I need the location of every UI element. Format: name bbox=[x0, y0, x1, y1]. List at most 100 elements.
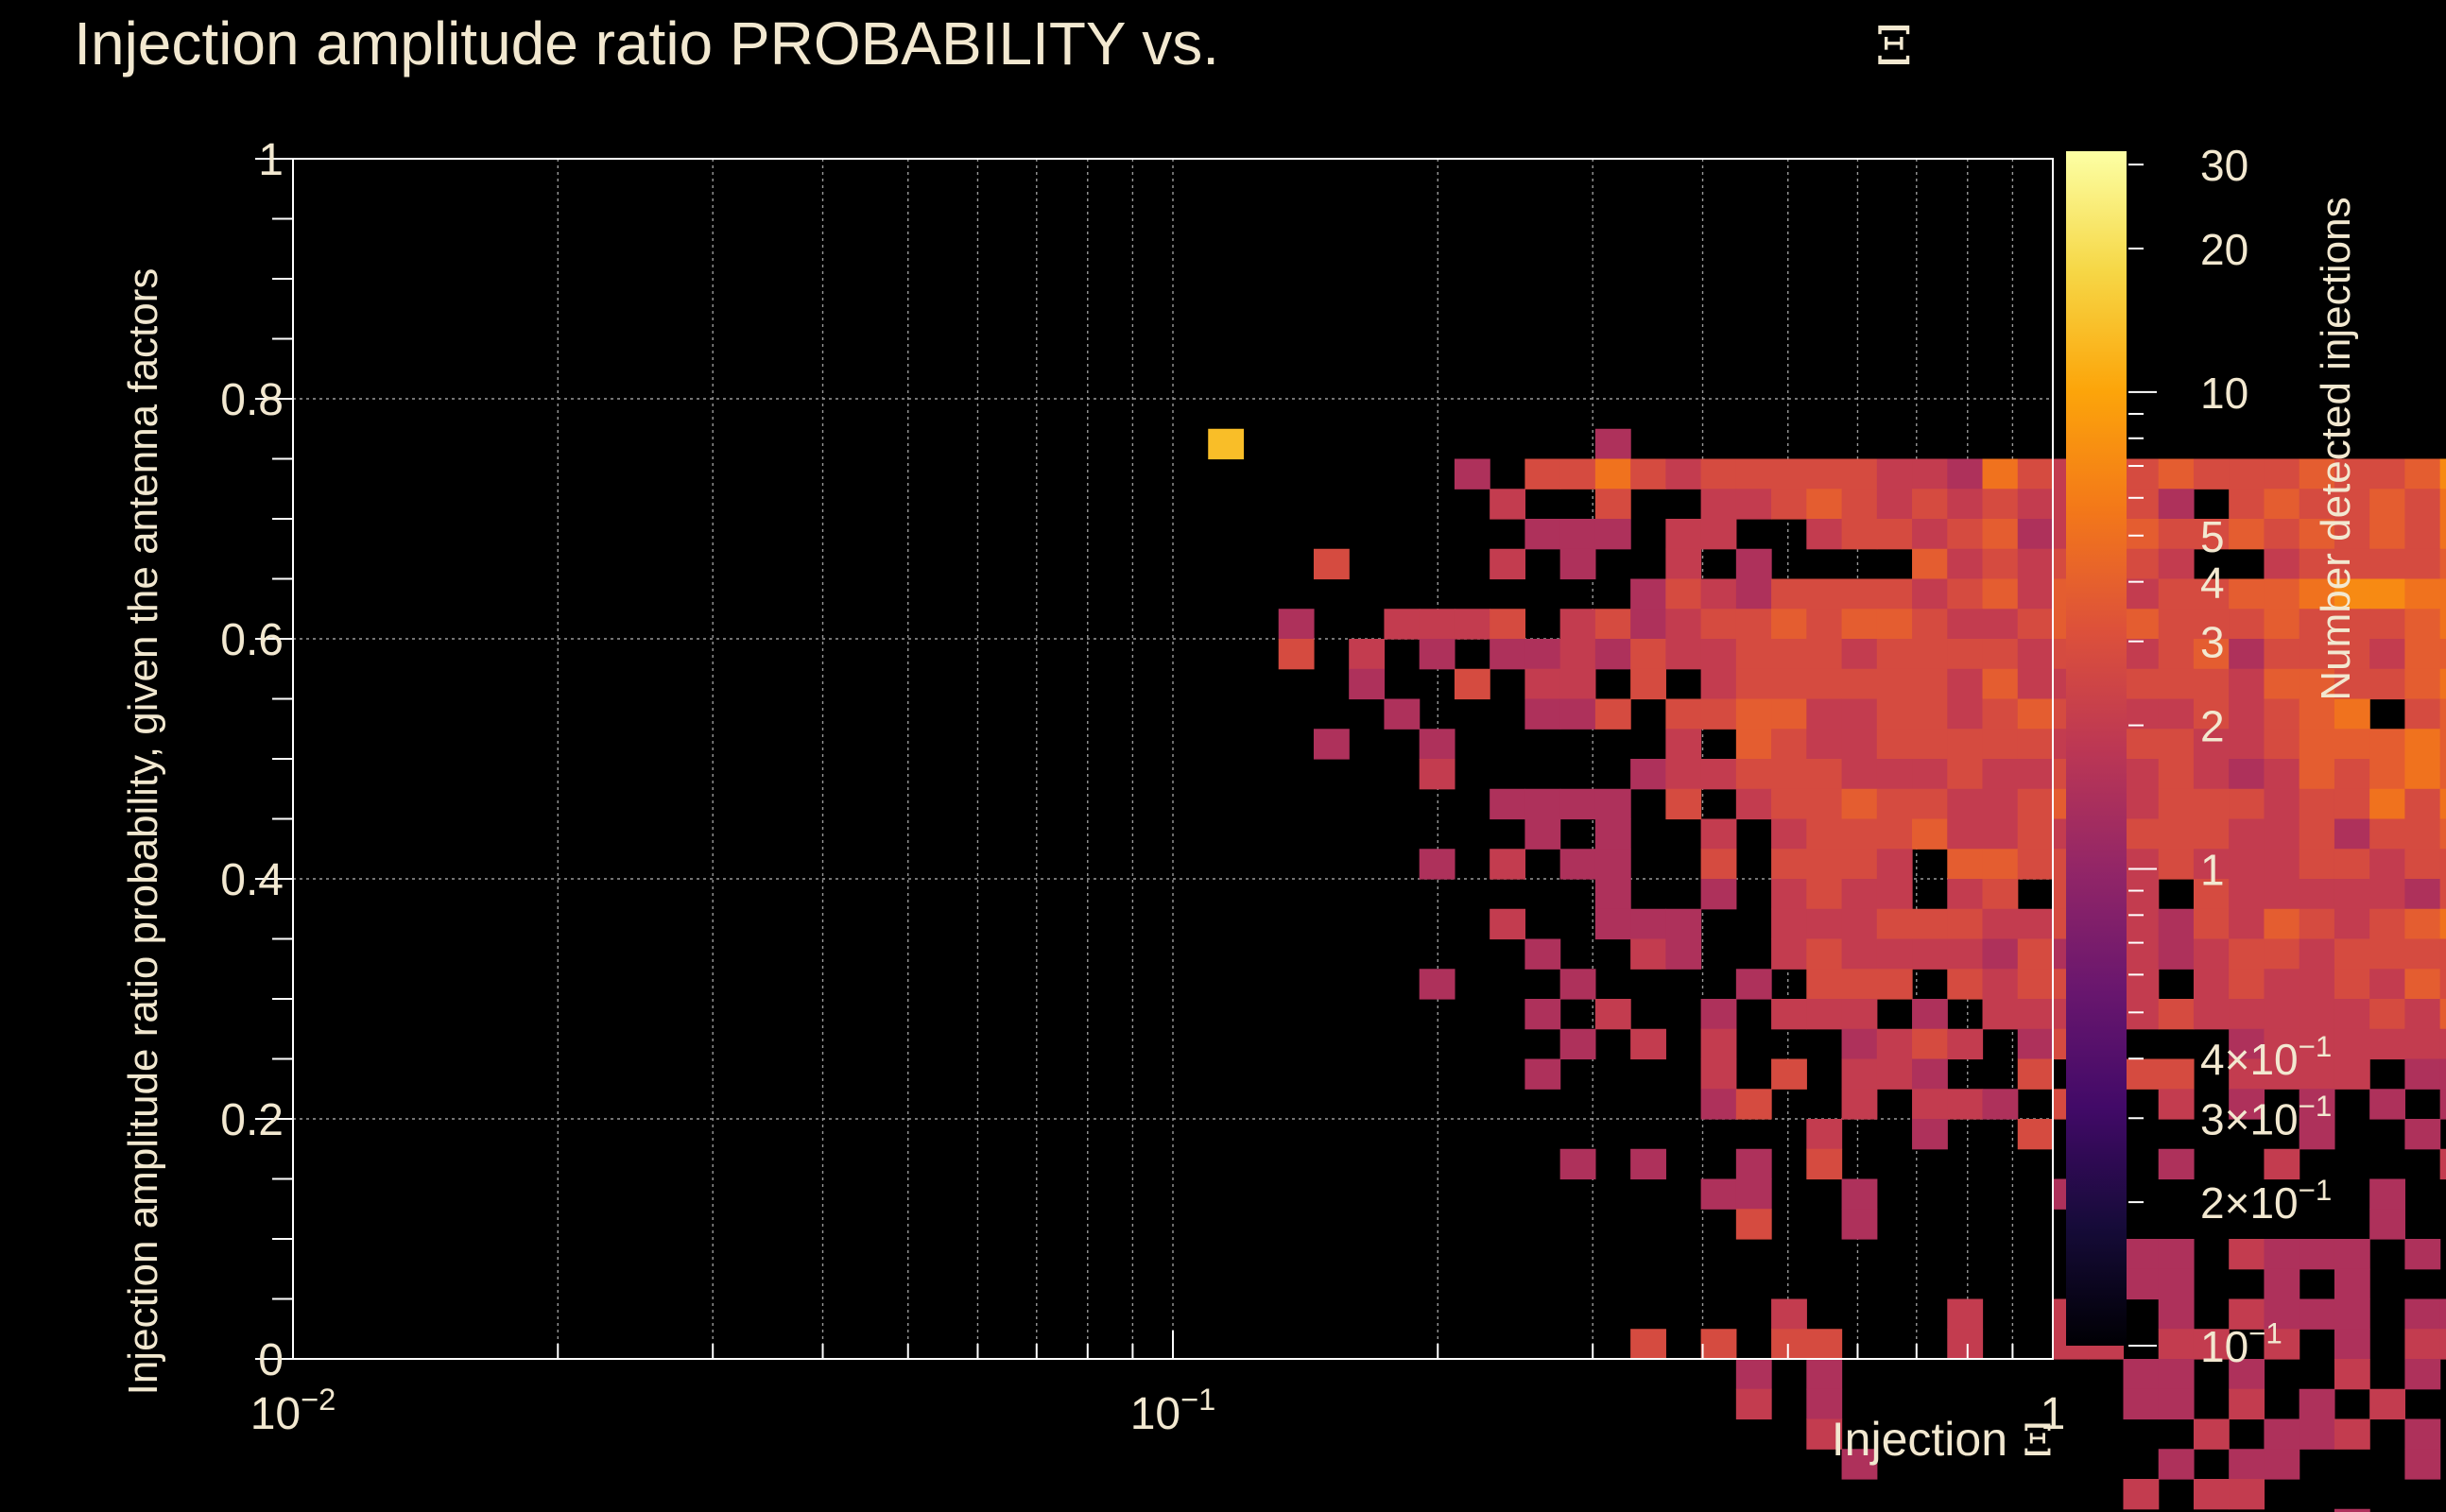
heatmap-cell bbox=[1630, 938, 1666, 970]
heatmap-cell bbox=[1806, 668, 1843, 700]
heatmap-cell bbox=[2439, 1028, 2446, 1060]
colorbar-tick-labels: 30 20 10 54 3 2 1 4×10−1 3×10−1 2×10−1 10−1 bbox=[2200, 141, 2332, 1371]
heatmap-cell bbox=[2404, 849, 2441, 880]
heatmap-cell bbox=[2193, 639, 2230, 670]
heatmap-cell bbox=[2404, 489, 2441, 520]
heatmap-cell bbox=[2158, 458, 2195, 490]
heatmap-cell bbox=[1524, 698, 1561, 730]
heatmap-cell bbox=[2017, 938, 2054, 970]
heatmap-cell bbox=[1912, 519, 1948, 550]
heatmap-cell bbox=[2158, 519, 2195, 550]
heatmap-cell bbox=[2369, 759, 2405, 790]
y-tick-label: 0 bbox=[258, 1335, 284, 1385]
heatmap-cell bbox=[2193, 879, 2230, 910]
heatmap-cell bbox=[1947, 698, 1984, 730]
colorbar-tick-label: 20 bbox=[2200, 225, 2248, 274]
heatmap-cell bbox=[2369, 788, 2405, 820]
heatmap-cell bbox=[1841, 969, 1878, 1000]
heatmap-cell bbox=[2369, 519, 2405, 550]
heatmap-cell bbox=[1559, 519, 1596, 550]
heatmap-cell bbox=[2404, 999, 2441, 1030]
heatmap-cell bbox=[2299, 818, 2335, 850]
heatmap-cell bbox=[1912, 548, 1948, 580]
heatmap-cell bbox=[2299, 1418, 2335, 1450]
heatmap-cell bbox=[2404, 1449, 2441, 1480]
heatmap-cell bbox=[1912, 1119, 1948, 1150]
heatmap-cell bbox=[2229, 1298, 2265, 1330]
heatmap-cell bbox=[2404, 1239, 2441, 1270]
heatmap-cell bbox=[1559, 458, 1596, 490]
heatmap-cell bbox=[1841, 639, 1878, 670]
heatmap-cell bbox=[1841, 458, 1878, 490]
heatmap-cell bbox=[2123, 818, 2160, 850]
heatmap-cell bbox=[1700, 1058, 1737, 1090]
heatmap-cell bbox=[1982, 788, 2019, 820]
heatmap-cell bbox=[2334, 788, 2370, 820]
heatmap-cell bbox=[1876, 609, 1913, 640]
heatmap-cell bbox=[1876, 788, 1913, 820]
heatmap-cell bbox=[1559, 639, 1596, 670]
heatmap-cell bbox=[2299, 668, 2335, 700]
heatmap-cell bbox=[1594, 639, 1631, 670]
heatmap-cell bbox=[1982, 519, 2019, 550]
heatmap-cell bbox=[1912, 668, 1948, 700]
heatmap-cell bbox=[1524, 519, 1561, 550]
heatmap-cell bbox=[1630, 609, 1666, 640]
heatmap-cell bbox=[2123, 489, 2160, 520]
heatmap-cell bbox=[2334, 908, 2370, 940]
heatmap-cell bbox=[2229, 609, 2265, 640]
heatmap-cell bbox=[1594, 999, 1631, 1030]
heatmap-cell bbox=[1278, 639, 1315, 670]
heatmap-cell bbox=[2123, 1359, 2160, 1390]
heatmap-cell bbox=[1806, 1148, 1843, 1180]
colorbar-tick-label: 2×10−1 bbox=[2200, 1174, 2332, 1228]
heatmap-cell bbox=[1454, 668, 1490, 700]
heatmap-cell bbox=[2369, 489, 2405, 520]
heatmap-cell bbox=[2229, 519, 2265, 550]
heatmap-cell bbox=[1208, 428, 1245, 460]
heatmap-cell bbox=[2334, 1418, 2370, 1450]
heatmap-cell bbox=[1630, 1028, 1666, 1060]
heatmap-cell bbox=[2264, 1418, 2300, 1450]
heatmap-cell bbox=[2334, 609, 2370, 640]
heatmap-cell bbox=[2334, 849, 2370, 880]
heatmap-cell bbox=[1912, 908, 1948, 940]
heatmap-cell bbox=[1806, 999, 1843, 1030]
heatmap-cell bbox=[2158, 1148, 2195, 1180]
heatmap-cell bbox=[1559, 548, 1596, 580]
heatmap-cell bbox=[2193, 1418, 2230, 1450]
heatmap-cell bbox=[2369, 879, 2405, 910]
heatmap-cell bbox=[2123, 698, 2160, 730]
heatmap-cell bbox=[1876, 519, 1913, 550]
heatmap-cell bbox=[2404, 759, 2441, 790]
heatmap-cell bbox=[2334, 698, 2370, 730]
heatmap-cell bbox=[1982, 759, 2019, 790]
heatmap-cell bbox=[2123, 668, 2160, 700]
heatmap-cell bbox=[1912, 698, 1948, 730]
heatmap-cell bbox=[1841, 999, 1878, 1030]
heatmap-cell bbox=[1700, 999, 1737, 1030]
heatmap-cell bbox=[2439, 1089, 2446, 1120]
heatmap-cell bbox=[1559, 609, 1596, 640]
heatmap-cell bbox=[2229, 1359, 2265, 1390]
heatmap-cell bbox=[1490, 609, 1525, 640]
heatmap-cell bbox=[1665, 908, 1702, 940]
y-tick-label: 1 bbox=[258, 135, 284, 185]
heatmap-cell bbox=[2229, 1388, 2265, 1420]
heatmap-cell bbox=[1982, 729, 2019, 760]
heatmap-cell bbox=[1982, 639, 2019, 670]
heatmap-cell bbox=[2404, 609, 2441, 640]
heatmap-cell bbox=[2369, 609, 2405, 640]
heatmap-cell bbox=[2439, 1329, 2446, 1360]
heatmap-cell bbox=[2193, 969, 2230, 1000]
heatmap-cell bbox=[1419, 609, 1456, 640]
heatmap-cell bbox=[1594, 788, 1631, 820]
heatmap-cell bbox=[2334, 818, 2370, 850]
colorbar-ticks bbox=[2128, 163, 2157, 1347]
heatmap-cell bbox=[2193, 818, 2230, 850]
y-tick-label: 0.4 bbox=[220, 855, 284, 905]
heatmap-cell bbox=[2264, 668, 2300, 700]
heatmap-cell bbox=[1419, 849, 1456, 880]
heatmap-cell bbox=[2017, 969, 2054, 1000]
heatmap-cell bbox=[2369, 578, 2405, 610]
